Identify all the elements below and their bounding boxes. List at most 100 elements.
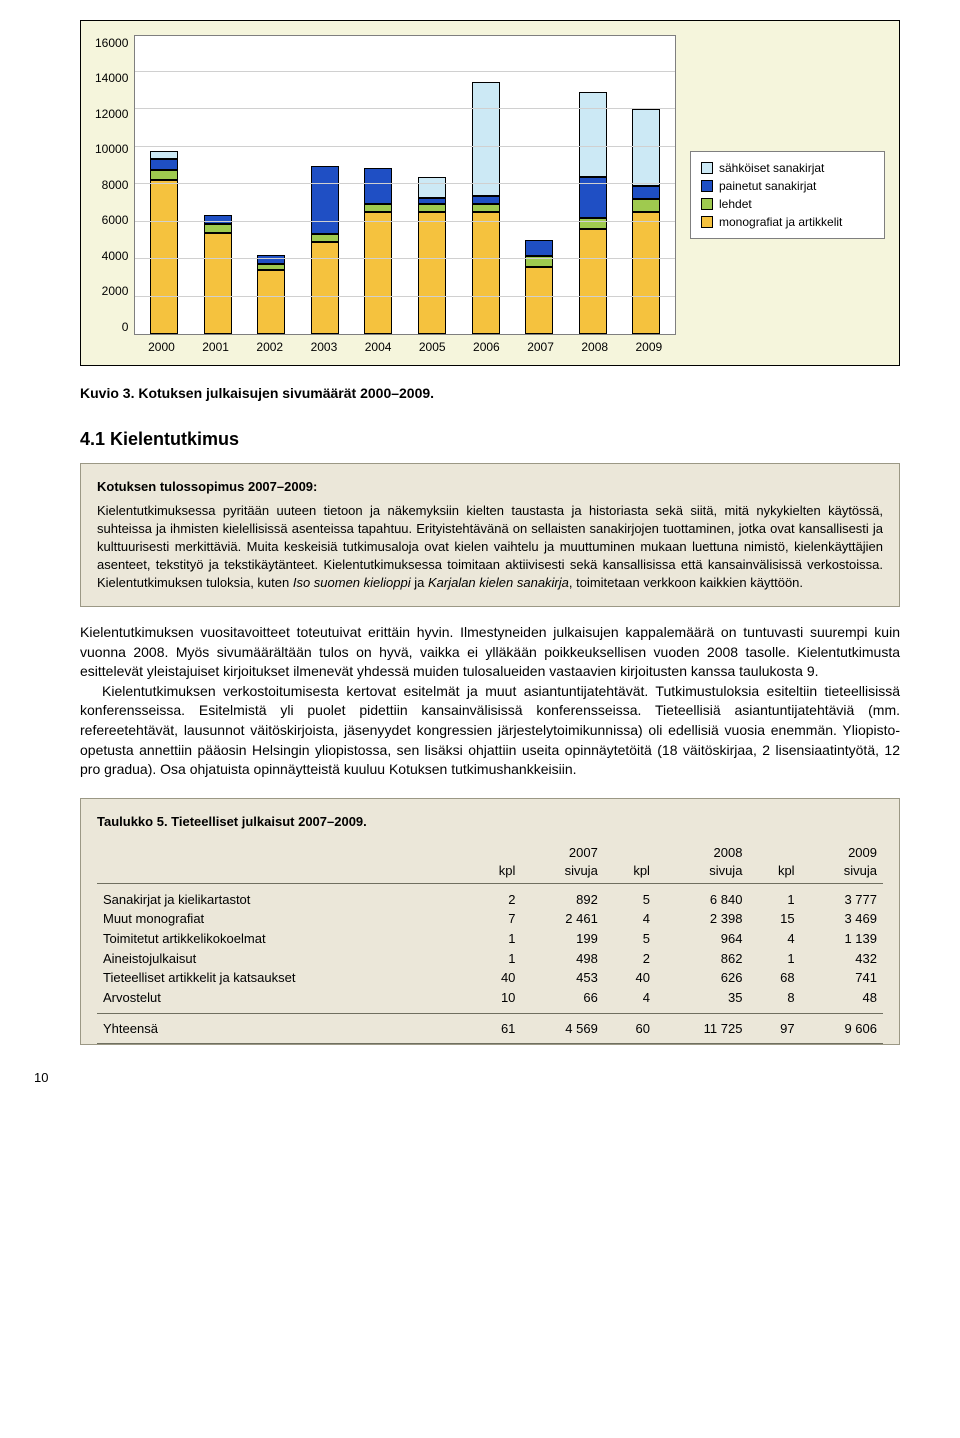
total-cell: 9 606: [801, 1013, 883, 1044]
bar-seg-lehdet: [632, 199, 660, 212]
infobox-italic-2: Karjalan kielen sanakirja: [428, 575, 569, 590]
table-row: Tieteelliset artikkelit ja katsaukset404…: [97, 968, 883, 988]
bar-seg-sahkoiset: [418, 177, 446, 198]
legend-swatch: [701, 162, 713, 174]
legend-item: painetut sanakirjat: [701, 178, 874, 194]
cell: 7: [469, 909, 521, 929]
ytick-label: 12000: [95, 106, 128, 122]
bar-seg-mono: [472, 212, 500, 334]
infobox-italic-1: Iso suomen kielioppi: [293, 575, 411, 590]
bar-seg-painetut: [632, 186, 660, 199]
bar-seg-painetut: [257, 255, 285, 263]
cell: 68: [748, 968, 800, 988]
table-title: Taulukko 5. Tieteelliset julkaisut 2007–…: [97, 813, 883, 831]
bar-2008: [579, 92, 607, 334]
xtick-label: 2008: [581, 339, 608, 355]
ytick-label: 14000: [95, 70, 128, 86]
row-label: Arvostelut: [97, 988, 469, 1008]
xtick-label: 2006: [473, 339, 500, 355]
bar-2009: [632, 109, 660, 334]
cell: 40: [604, 968, 656, 988]
row-label: Toimitetut artikkelikokoelmat: [97, 929, 469, 949]
cell: 40: [469, 968, 521, 988]
xtick-label: 2007: [527, 339, 554, 355]
total-cell: 11 725: [656, 1013, 749, 1044]
bar-seg-mono: [418, 212, 446, 334]
legend-label: monografiat ja artikkelit: [719, 214, 842, 230]
legend-label: lehdet: [719, 196, 752, 212]
bar-seg-lehdet: [364, 204, 392, 212]
cell: 1: [748, 890, 800, 910]
cell: 48: [801, 988, 883, 1008]
paragraph-1: Kielentutkimuksen vuositavoitteet toteut…: [80, 623, 900, 682]
bar-seg-mono: [204, 233, 232, 334]
cell: 1: [748, 949, 800, 969]
cell: 8: [748, 988, 800, 1008]
chart-container: 1600014000120001000080006000400020000 20…: [80, 20, 900, 366]
paragraph-2: Kielentutkimuksen verkostoitumisesta ker…: [80, 682, 900, 780]
cell: 5: [604, 929, 656, 949]
ytick-label: 10000: [95, 141, 128, 157]
total-cell: 97: [748, 1013, 800, 1044]
bar-2003: [311, 166, 339, 334]
bar-seg-painetut: [364, 168, 392, 204]
col-sub: kpl: [469, 862, 521, 884]
cell: 6 840: [656, 890, 749, 910]
table-container: Taulukko 5. Tieteelliset julkaisut 2007–…: [80, 798, 900, 1045]
cell: 15: [748, 909, 800, 929]
xtick-label: 2005: [419, 339, 446, 355]
bar-seg-mono: [579, 229, 607, 334]
bar-2000: [150, 151, 178, 334]
legend-swatch: [701, 216, 713, 228]
cell: 4: [604, 909, 656, 929]
chart-plot: [134, 35, 676, 335]
bar-seg-mono: [257, 270, 285, 334]
xtick-label: 2003: [311, 339, 338, 355]
total-label: Yhteensä: [97, 1013, 469, 1044]
bar-seg-painetut: [150, 159, 178, 170]
bar-seg-lehdet: [579, 218, 607, 229]
col-sub: sivuja: [656, 862, 749, 884]
row-label: Sanakirjat ja kielikartastot: [97, 890, 469, 910]
bar-seg-painetut: [311, 166, 339, 234]
bar-2001: [204, 215, 232, 334]
cell: 5: [604, 890, 656, 910]
legend-item: monografiat ja artikkelit: [701, 214, 874, 230]
bar-seg-lehdet: [311, 234, 339, 242]
cell: 2: [469, 890, 521, 910]
col-sub: sivuja: [521, 862, 603, 884]
chart-caption: Kuvio 3. Kotuksen julkaisujen sivumäärät…: [80, 384, 900, 403]
cell: 741: [801, 968, 883, 988]
cell: 199: [521, 929, 603, 949]
bar-seg-lehdet: [418, 204, 446, 212]
cell: 2 461: [521, 909, 603, 929]
chart-legend: sähköiset sanakirjatpainetut sanakirjatl…: [690, 151, 885, 240]
infobox-title: Kotuksen tulossopimus 2007–2009:: [97, 478, 883, 496]
cell: 4: [604, 988, 656, 1008]
total-cell: 60: [604, 1013, 656, 1044]
col-year: 2007: [469, 842, 604, 862]
ytick-label: 2000: [102, 283, 129, 299]
table-row: Aineistojulkaisut149828621432: [97, 949, 883, 969]
bar-seg-sahkoiset: [150, 151, 178, 159]
col-year: 2009: [748, 842, 883, 862]
legend-label: painetut sanakirjat: [719, 178, 816, 194]
cell: 498: [521, 949, 603, 969]
total-cell: 61: [469, 1013, 521, 1044]
chart-xaxis: 2000200120022003200420052006200720082009: [134, 335, 676, 355]
cell: 626: [656, 968, 749, 988]
xtick-label: 2000: [148, 339, 175, 355]
bar-seg-mono: [311, 242, 339, 334]
ytick-label: 16000: [95, 35, 128, 51]
bar-seg-mono: [364, 212, 392, 334]
infobox-text-b: ja: [411, 575, 428, 590]
table-total-row: Yhteensä614 5696011 725979 606: [97, 1013, 883, 1044]
cell: 1: [469, 929, 521, 949]
bar-2004: [364, 168, 392, 334]
cell: 3 469: [801, 909, 883, 929]
xtick-label: 2009: [636, 339, 663, 355]
bar-seg-painetut: [472, 196, 500, 204]
bar-seg-mono: [525, 267, 553, 335]
data-table: 200720082009kplsivujakplsivujakplsivuja …: [97, 842, 883, 1044]
bar-2007: [525, 240, 553, 334]
